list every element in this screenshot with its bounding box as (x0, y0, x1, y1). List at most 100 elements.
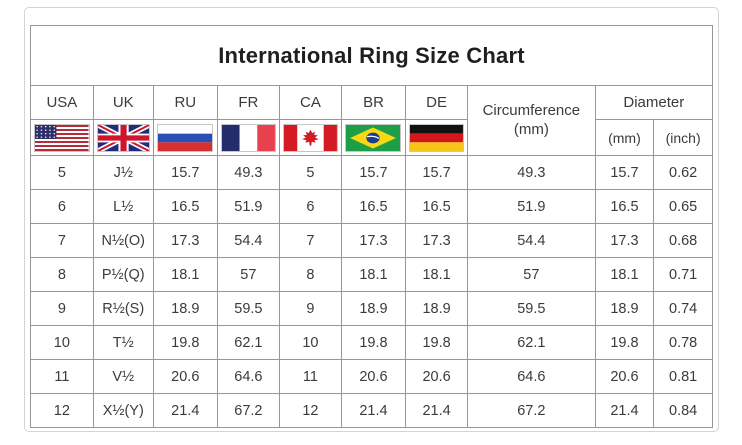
table-cell: 6 (30, 189, 94, 224)
table-cell: 16.5 (340, 189, 407, 224)
table-cell: 21.4 (152, 393, 218, 428)
brazil-flag-icon (345, 123, 402, 152)
column-header-usa: USA (30, 85, 94, 120)
column-header-ca: CA (278, 85, 342, 120)
brazil-flag-cell (340, 119, 407, 156)
table-row: 7 N½(O) 17.3 54.4 7 17.3 17.3 54.4 17.3 0.68 (30, 223, 713, 258)
table-cell: 11 (278, 359, 342, 394)
table-cell: 67.2 (467, 393, 596, 428)
table-cell: 5 (278, 155, 342, 190)
table-cell: 0.81 (653, 359, 713, 394)
column-header-ru: RU (152, 85, 218, 120)
table-cell: 18.1 (152, 257, 218, 292)
table-cell: 11 (30, 359, 94, 394)
table-cell: 59.5 (467, 291, 596, 326)
table-cell: 18.9 (340, 291, 407, 326)
table-cell: V½ (92, 359, 154, 394)
canada-flag-icon (282, 123, 338, 152)
circumference-label: Circumference (482, 101, 581, 119)
table-cell: 18.1 (405, 257, 469, 292)
table-cell: 21.4 (405, 393, 469, 428)
title-row: International Ring Size Chart (30, 25, 713, 86)
table-row: 5 J½ 15.7 49.3 5 15.7 15.7 49.3 15.7 0.62 (30, 155, 713, 190)
table-cell: 5 (30, 155, 94, 190)
table-cell: X½(Y) (92, 393, 154, 428)
table-cell: 21.4 (340, 393, 407, 428)
germany-flag-icon (409, 123, 465, 152)
table-cell: 0.65 (653, 189, 713, 224)
table-cell: 7 (278, 223, 342, 258)
table-cell: 8 (278, 257, 342, 292)
flags-row: (mm) (inch) (30, 119, 713, 156)
table-row: 6 L½ 16.5 51.9 6 16.5 16.5 51.9 16.5 0.65 (30, 189, 713, 224)
table-cell: L½ (92, 189, 154, 224)
column-header-br: BR (340, 85, 407, 120)
table-cell: 67.2 (216, 393, 280, 428)
table-cell: 18.9 (152, 291, 218, 326)
table-cell: 12 (278, 393, 342, 428)
circumference-unit: (mm) (513, 120, 549, 138)
table-cell: 19.8 (594, 325, 655, 360)
table-cell: 0.68 (653, 223, 713, 258)
table-cell: 54.4 (467, 223, 596, 258)
table-cell: 49.3 (467, 155, 596, 190)
table-cell: 62.1 (216, 325, 280, 360)
table-row: 9 R½(S) 18.9 59.5 9 18.9 18.9 59.5 18.9 0.74 (30, 291, 713, 326)
table-cell: 17.3 (340, 223, 407, 258)
table-cell: 49.3 (216, 155, 280, 190)
page-title: International Ring Size Chart (30, 25, 713, 86)
column-header-diameter-mm: (mm) (594, 119, 655, 156)
country-codes-row: USA UK RU FR CA BR DE Circumference (mm)… (30, 85, 714, 156)
column-header-fr: FR (216, 85, 280, 120)
table-cell: N½(O) (92, 223, 154, 258)
table-cell: R½(S) (92, 291, 154, 326)
table-cell: T½ (92, 325, 154, 360)
table-body: 5 J½ 15.7 49.3 5 15.7 15.7 49.3 15.7 0.62 6 L½ 16.5 5… (30, 155, 713, 428)
column-header-diameter-inch: (inch) (653, 119, 713, 156)
table-cell: 0.78 (653, 325, 713, 360)
table-cell: 19.8 (405, 325, 469, 360)
table-cell: 15.7 (340, 155, 407, 190)
table-cell: 57 (216, 257, 280, 292)
table-cell: 12 (30, 393, 94, 428)
table-cell: 51.9 (216, 189, 280, 224)
table-cell: 6 (278, 189, 342, 224)
usa-flag-icon (34, 123, 90, 152)
column-header-de: DE (405, 85, 469, 120)
uk-flag-icon (96, 123, 150, 152)
table-cell: 16.5 (405, 189, 469, 224)
ring-size-table: International Ring Size Chart USA UK RU … (30, 25, 714, 428)
russia-flag-cell (152, 119, 218, 156)
table-cell: 0.71 (653, 257, 713, 292)
table-cell: 8 (30, 257, 94, 292)
table-cell: 20.6 (152, 359, 218, 394)
column-header-diameter: Diameter (594, 85, 714, 120)
table-cell: 7 (30, 223, 94, 258)
table-cell: 9 (278, 291, 342, 326)
column-header-circumference: Circumference (mm) (467, 85, 596, 156)
table-cell: 57 (467, 257, 596, 292)
table-cell: 59.5 (216, 291, 280, 326)
table-cell: 10 (278, 325, 342, 360)
table-cell: 17.3 (152, 223, 218, 258)
russia-flag-icon (157, 123, 214, 152)
table-cell: 20.6 (340, 359, 407, 394)
table-row: 12 X½(Y) 21.4 67.2 12 21.4 21.4 67.2 21.4 0.84 (30, 393, 713, 428)
table-cell: 9 (30, 291, 94, 326)
table-cell: 20.6 (594, 359, 655, 394)
table-cell: 17.3 (594, 223, 655, 258)
table-cell: 64.6 (467, 359, 596, 394)
table-cell: 16.5 (152, 189, 218, 224)
table-cell: J½ (92, 155, 154, 190)
table-row: 8 P½(Q) 18.1 57 8 18.1 18.1 57 18.1 0.71 (30, 257, 713, 292)
table-cell: 19.8 (152, 325, 218, 360)
table-cell: 0.62 (653, 155, 713, 190)
table-cell: 18.9 (405, 291, 469, 326)
table-cell: 18.1 (340, 257, 407, 292)
canada-flag-cell (278, 119, 342, 156)
table-cell: 19.8 (340, 325, 407, 360)
table-cell: 62.1 (467, 325, 596, 360)
table-cell: 15.7 (152, 155, 218, 190)
uk-flag-cell (92, 119, 154, 156)
table-row: 11 V½ 20.6 64.6 11 20.6 20.6 64.6 20.6 0.81 (30, 359, 713, 394)
